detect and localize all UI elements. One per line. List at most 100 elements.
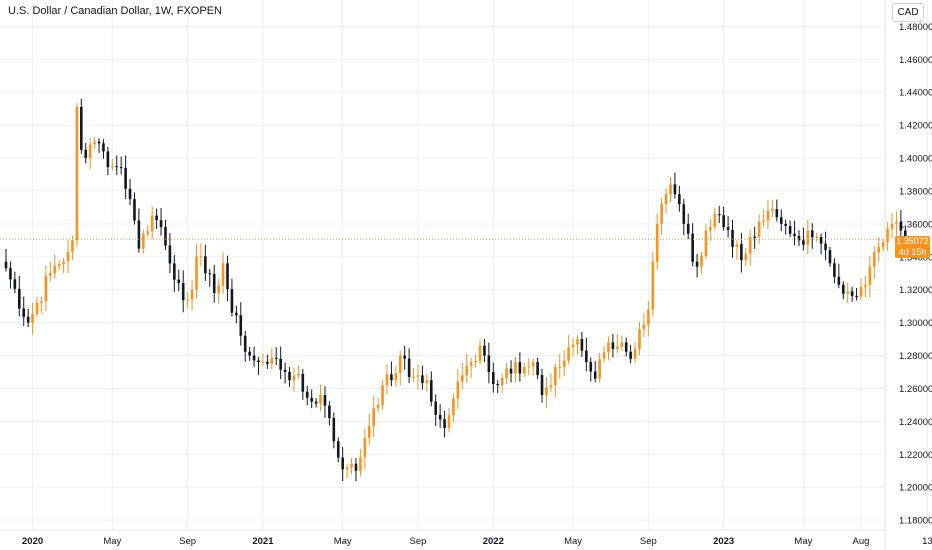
candle-body xyxy=(660,204,663,224)
bar-countdown: 4d 15h xyxy=(898,247,927,257)
candle-body xyxy=(230,289,234,313)
candle-body xyxy=(279,358,282,370)
candle-body xyxy=(518,362,522,374)
candle-body xyxy=(372,408,375,426)
candle-body xyxy=(111,166,114,168)
candle-body xyxy=(31,313,34,323)
x-tick-label: May xyxy=(794,536,812,547)
candle-body xyxy=(620,342,624,347)
candle-body xyxy=(102,143,105,152)
candle-body xyxy=(106,151,110,168)
candle-body xyxy=(678,194,681,205)
candle-body xyxy=(549,385,553,388)
candle-body xyxy=(376,404,380,409)
x-tick-label: May xyxy=(334,536,352,547)
candle-body xyxy=(500,377,504,386)
candle-body xyxy=(438,414,442,420)
candle-body xyxy=(252,355,256,361)
currency-button[interactable]: CAD xyxy=(892,3,924,22)
candle-body xyxy=(412,376,415,378)
candle-body xyxy=(22,308,26,317)
candle-body xyxy=(283,369,287,372)
candle-body xyxy=(226,263,229,290)
candle-body xyxy=(332,418,336,442)
candle-body xyxy=(359,457,362,471)
chart-title: U.S. Dollar / Canadian Dollar, 1W, FXOPE… xyxy=(8,5,222,17)
candle-body xyxy=(447,415,451,428)
candle-body xyxy=(385,374,389,386)
y-tick-label: 1.42000 xyxy=(899,121,932,132)
candle-body xyxy=(731,229,734,247)
candle-body xyxy=(837,276,841,285)
x-tick-label: 2020 xyxy=(22,536,43,547)
candle-body xyxy=(274,357,278,359)
candle-body xyxy=(558,367,562,369)
x-tick-label: 13 xyxy=(922,536,932,547)
candle-body xyxy=(686,223,690,234)
candle-body xyxy=(239,315,243,336)
candle-body xyxy=(416,375,420,377)
candle-body xyxy=(531,362,535,367)
candle-body xyxy=(576,339,579,345)
candle-body xyxy=(616,346,619,349)
candle-body xyxy=(398,355,402,374)
candle-body xyxy=(181,283,185,301)
x-tick-label: May xyxy=(564,536,582,547)
candle-body xyxy=(168,245,172,264)
candle-body xyxy=(841,284,845,294)
candle-body xyxy=(142,233,145,249)
candle-body xyxy=(775,209,779,218)
candle-body xyxy=(35,302,39,314)
candle-body xyxy=(824,243,827,251)
candle-body xyxy=(713,213,717,227)
candle-body xyxy=(71,240,74,252)
candle-body xyxy=(757,221,761,238)
candle-body xyxy=(864,284,867,287)
candle-body xyxy=(456,381,460,399)
candle-body xyxy=(483,345,486,356)
candle-body xyxy=(425,380,429,383)
candle-body xyxy=(850,291,854,296)
candle-body xyxy=(159,220,163,228)
candle-body xyxy=(722,215,725,228)
candle-body xyxy=(523,367,526,374)
candle-body xyxy=(292,375,296,381)
y-tick-label: 1.24000 xyxy=(899,417,932,428)
candle-body xyxy=(310,397,313,402)
candle-body xyxy=(345,467,349,470)
candle-body xyxy=(797,235,801,241)
candle-body xyxy=(744,253,748,261)
candle-body xyxy=(890,223,894,229)
candle-body xyxy=(49,273,52,276)
candle-body xyxy=(638,329,641,349)
candle-body xyxy=(243,335,247,352)
x-tick-label: 2022 xyxy=(483,536,504,547)
candle-body xyxy=(341,457,344,470)
x-tick-label: May xyxy=(103,536,121,547)
candle-body xyxy=(593,371,597,379)
candle-body xyxy=(726,227,730,230)
candle-body xyxy=(460,375,464,382)
candle-body xyxy=(84,149,88,159)
y-tick-label: 1.30000 xyxy=(899,318,932,329)
candle-body xyxy=(545,387,548,396)
candle-body xyxy=(868,266,872,285)
candle-body xyxy=(434,401,438,415)
candle-body xyxy=(124,167,127,189)
candle-body xyxy=(740,244,743,261)
candle-body xyxy=(624,342,628,352)
candle-body xyxy=(80,106,83,150)
x-tick-label: Sep xyxy=(179,536,196,547)
candle-body xyxy=(88,144,92,159)
candle-body xyxy=(492,371,495,385)
candle-body xyxy=(748,236,752,254)
y-tick-label: 1.18000 xyxy=(899,516,932,527)
candle-body xyxy=(655,223,659,262)
candle-body xyxy=(540,374,544,396)
candle-body xyxy=(115,166,119,168)
y-tick-label: 1.28000 xyxy=(899,351,932,362)
candle-body xyxy=(297,373,300,376)
x-tick-label: 2023 xyxy=(713,536,734,547)
